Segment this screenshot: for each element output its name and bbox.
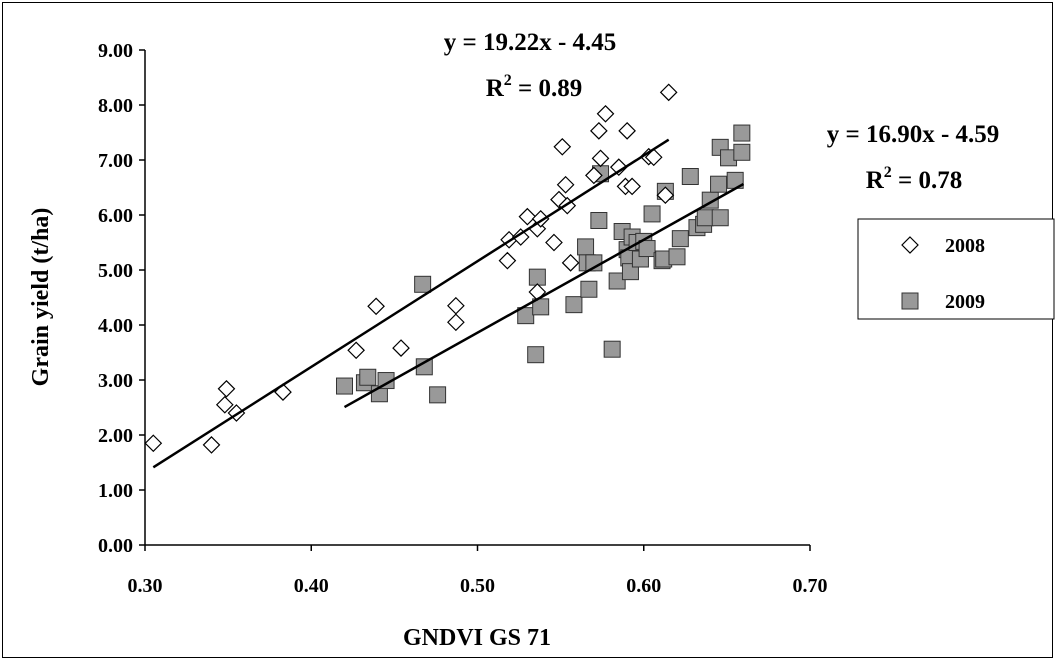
x-axis-title: GNDVI GS 71: [403, 625, 551, 651]
data-point-2008: [556, 175, 575, 194]
data-point-2008: [202, 436, 221, 454]
data-point-2008: [596, 104, 615, 123]
data-point-2009: [565, 296, 583, 314]
x-tick-label: 0.70: [793, 575, 828, 597]
y-tick-label: 8.00: [98, 95, 133, 117]
data-point-2009: [414, 275, 432, 293]
data-point-2008: [347, 341, 365, 360]
y-tick-label: 1.00: [98, 480, 133, 502]
data-point-2008: [447, 296, 465, 315]
y-tick-label: 4.00: [98, 315, 133, 337]
data-point-2008: [623, 177, 641, 196]
legend-items: [901, 236, 919, 310]
r2-2009-sup: 2: [884, 164, 892, 181]
data-point-2008: [656, 186, 675, 205]
data-point-2008: [590, 122, 608, 140]
data-point-2009: [359, 368, 377, 386]
data-point-2009: [429, 386, 447, 404]
x-tick-label: 0.30: [128, 575, 163, 597]
legend: 2008 2009: [857, 218, 1055, 320]
data-point-2009: [671, 230, 689, 248]
data-point-2008: [585, 166, 603, 185]
data-point-2009: [710, 175, 728, 193]
data-point-2008: [498, 251, 517, 270]
y-tick-label: 6.00: [98, 205, 133, 227]
r2-2008-value: = 0.89: [512, 75, 583, 102]
data-point-2008: [367, 297, 385, 316]
x-tick-label: 0.60: [626, 575, 661, 597]
data-point-2008: [528, 283, 547, 301]
data-point-2008: [545, 233, 563, 252]
data-point-2009: [336, 377, 353, 395]
data-point-2009: [580, 280, 598, 298]
data-point-2009: [621, 263, 639, 281]
data-point-2008: [392, 339, 410, 357]
data-point-2009: [681, 168, 699, 185]
data-point-2008: [215, 395, 234, 414]
r2-2009-label: R: [866, 167, 885, 194]
data-point-2008: [553, 137, 572, 156]
data-point-2009: [603, 340, 621, 358]
data-point-2008: [217, 379, 236, 398]
y-tick-label: 9.00: [98, 40, 133, 62]
data-point-2009: [643, 205, 661, 223]
axes: [144, 50, 810, 546]
data-point-2008: [447, 313, 465, 332]
data-point-2009: [668, 248, 686, 266]
y-tick-label: 3.00: [98, 370, 133, 392]
y-tick-label: 5.00: [98, 260, 133, 282]
data-point-2009: [528, 268, 546, 286]
legend-label-2009: 2009: [945, 291, 985, 313]
legend-label-2008: 2008: [945, 235, 985, 257]
data-point-2008: [144, 434, 163, 453]
r2-2008-sup: 2: [504, 72, 512, 89]
series-2008-points: [144, 83, 678, 454]
r2-2009-text: R2 = 0.78: [866, 164, 963, 194]
data-point-2009: [577, 238, 595, 256]
equation-2008-text: y = 19.22x - 4.45: [444, 29, 617, 56]
legend-marker-2009: [901, 292, 919, 310]
ticks-group: 0.00 1.00 2.00 3.00 4.00 5.00 6.00 7.00 8.00 9.00…: [98, 40, 828, 597]
data-point-2009: [733, 143, 751, 161]
series-2009-points: [336, 124, 751, 404]
y-tick-label: 2.00: [98, 425, 133, 447]
data-point-2009: [590, 212, 608, 229]
y-tick-label: 7.00: [98, 150, 133, 172]
equation-2009: y = 16.90x - 4.59 R2 = 0.78: [827, 121, 1000, 194]
trendline-2009: [343, 182, 745, 409]
legend-box: [857, 218, 1055, 320]
data-point-2008: [659, 83, 678, 102]
r2-2008-label: R: [486, 75, 505, 102]
x-tick-label: 0.40: [294, 575, 329, 597]
data-point-2008: [561, 254, 580, 272]
r2-2008-text: R2 = 0.89: [486, 72, 583, 102]
data-point-2009: [696, 209, 714, 227]
equation-2009-text: y = 16.90x - 4.59: [827, 121, 1000, 148]
y-axis-title: Grain yield (t/ha): [28, 208, 54, 387]
y-tick-label: 0.00: [98, 535, 133, 557]
data-point-2008: [609, 158, 628, 176]
data-point-2008: [618, 122, 636, 140]
data-point-2008: [644, 148, 663, 167]
trendline-2008: [152, 138, 670, 469]
trendlines-group: [152, 138, 745, 469]
equation-2008: y = 19.22x - 4.45 R2 = 0.89: [444, 29, 617, 102]
data-point-2009: [532, 298, 550, 316]
r2-2009-value: = 0.78: [892, 167, 963, 194]
legend-marker-2008: [901, 236, 919, 254]
data-point-2008: [518, 207, 537, 226]
x-tick-label: 0.50: [460, 575, 495, 597]
data-point-2009: [638, 240, 656, 258]
data-point-2009: [733, 124, 751, 142]
data-point-2009: [517, 307, 535, 325]
data-point-2008: [591, 149, 610, 168]
data-point-2008: [274, 383, 292, 401]
data-point-2009: [527, 346, 545, 364]
data-point-2008: [511, 228, 530, 246]
data-point-2009: [608, 272, 626, 290]
data-point-2009: [711, 209, 729, 227]
